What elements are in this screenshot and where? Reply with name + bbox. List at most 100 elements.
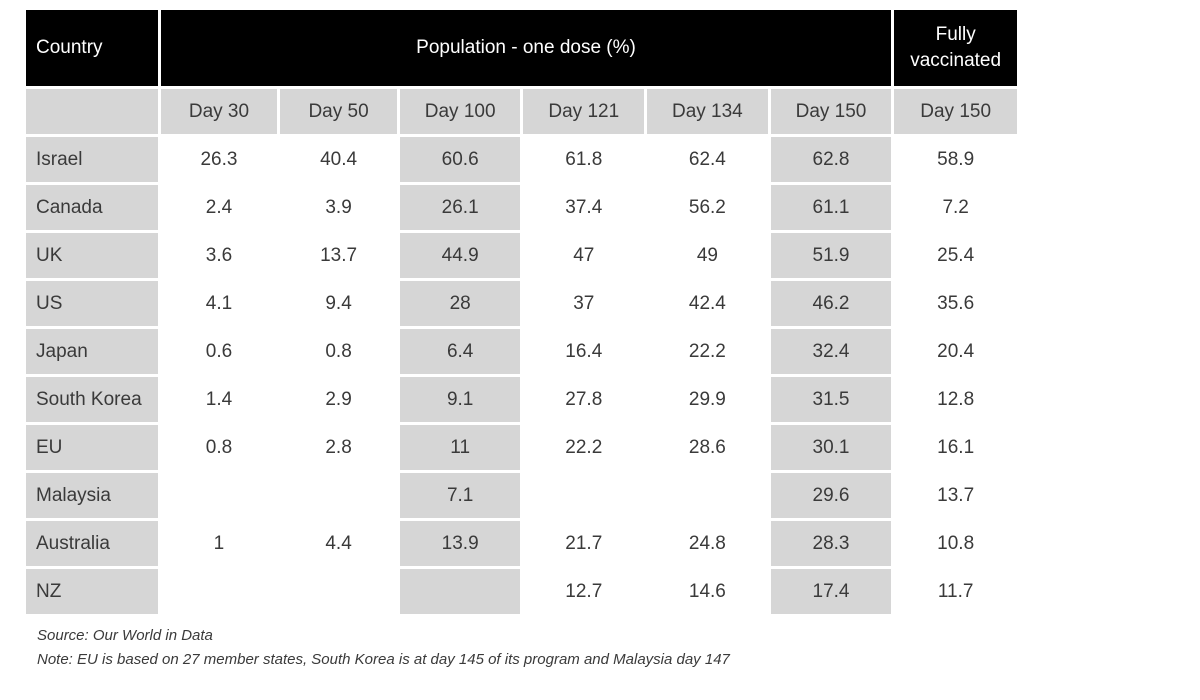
value-cell xyxy=(399,569,521,614)
country-cell: South Korea xyxy=(26,377,158,422)
one-dose-group-header: Population - one dose (%) xyxy=(160,10,892,86)
subheader-day-134: Day 134 xyxy=(647,89,768,134)
value-cell: 22.2 xyxy=(647,329,768,374)
value-cell: 1.4 xyxy=(160,377,278,422)
table-row: South Korea 1.4 2.9 9.1 27.8 29.9 31.5 12.8 xyxy=(26,377,1017,422)
subheader-day-30: Day 30 xyxy=(160,89,278,134)
value-cell: 58.9 xyxy=(894,137,1017,182)
value-cell: 42.4 xyxy=(647,281,768,326)
value-cell xyxy=(523,473,645,518)
value-cell: 2.8 xyxy=(280,425,397,470)
value-cell: 17.4 xyxy=(770,569,892,614)
value-cell: 40.4 xyxy=(280,137,397,182)
subheader-day-150: Day 150 xyxy=(770,89,892,134)
table-row: EU 0.8 2.8 11 22.2 28.6 30.1 16.1 xyxy=(26,425,1017,470)
subheader-day-121: Day 121 xyxy=(523,89,645,134)
table-row: NZ 12.7 14.6 17.4 11.7 xyxy=(26,569,1017,614)
country-cell: Canada xyxy=(26,185,158,230)
value-cell: 37 xyxy=(523,281,645,326)
value-cell: 12.7 xyxy=(523,569,645,614)
value-cell: 27.8 xyxy=(523,377,645,422)
value-cell xyxy=(647,473,768,518)
value-cell: 13.9 xyxy=(399,521,521,566)
value-cell: 2.9 xyxy=(280,377,397,422)
value-cell: 14.6 xyxy=(647,569,768,614)
value-cell: 61.8 xyxy=(523,137,645,182)
value-cell: 26.1 xyxy=(399,185,521,230)
value-cell: 9.1 xyxy=(399,377,521,422)
value-cell: 0.8 xyxy=(280,329,397,374)
value-cell: 11.7 xyxy=(894,569,1017,614)
value-cell: 10.8 xyxy=(894,521,1017,566)
value-cell: 44.9 xyxy=(399,233,521,278)
value-cell: 20.4 xyxy=(894,329,1017,374)
value-cell: 3.9 xyxy=(280,185,397,230)
value-cell: 49 xyxy=(647,233,768,278)
value-cell: 29.6 xyxy=(770,473,892,518)
value-cell: 13.7 xyxy=(894,473,1017,518)
value-cell: 9.4 xyxy=(280,281,397,326)
subheader-fully-day-150: Day 150 xyxy=(894,89,1017,134)
table-row: UK 3.6 13.7 44.9 47 49 51.9 25.4 xyxy=(26,233,1017,278)
footnotes: Source: Our World in Data Note: EU is ba… xyxy=(37,624,730,672)
value-cell xyxy=(280,569,397,614)
value-cell: 0.8 xyxy=(160,425,278,470)
value-cell xyxy=(280,473,397,518)
value-cell: 4.4 xyxy=(280,521,397,566)
value-cell: 35.6 xyxy=(894,281,1017,326)
value-cell: 28 xyxy=(399,281,521,326)
value-cell xyxy=(160,473,278,518)
table-row: US 4.1 9.4 28 37 42.4 46.2 35.6 xyxy=(26,281,1017,326)
value-cell: 46.2 xyxy=(770,281,892,326)
value-cell: 21.7 xyxy=(523,521,645,566)
value-cell: 61.1 xyxy=(770,185,892,230)
value-cell: 7.2 xyxy=(894,185,1017,230)
country-cell: Israel xyxy=(26,137,158,182)
country-column-header: Country xyxy=(26,10,158,86)
country-cell: UK xyxy=(26,233,158,278)
value-cell: 24.8 xyxy=(647,521,768,566)
value-cell: 7.1 xyxy=(399,473,521,518)
value-cell: 30.1 xyxy=(770,425,892,470)
methodology-note: Note: EU is based on 27 member states, S… xyxy=(37,651,730,668)
value-cell: 29.9 xyxy=(647,377,768,422)
value-cell: 0.6 xyxy=(160,329,278,374)
fully-vaccinated-header: Fully vaccinated xyxy=(894,10,1017,86)
subheader-day-50: Day 50 xyxy=(280,89,397,134)
value-cell: 47 xyxy=(523,233,645,278)
vaccination-table: Country Population - one dose (%) Fully … xyxy=(23,7,1020,617)
country-cell: Australia xyxy=(26,521,158,566)
value-cell: 11 xyxy=(399,425,521,470)
value-cell: 62.4 xyxy=(647,137,768,182)
value-cell: 31.5 xyxy=(770,377,892,422)
value-cell: 16.1 xyxy=(894,425,1017,470)
value-cell: 6.4 xyxy=(399,329,521,374)
country-cell: Japan xyxy=(26,329,158,374)
source-note: Source: Our World in Data xyxy=(37,627,213,644)
value-cell: 1 xyxy=(160,521,278,566)
subheader-day-100: Day 100 xyxy=(399,89,521,134)
value-cell: 60.6 xyxy=(399,137,521,182)
value-cell: 2.4 xyxy=(160,185,278,230)
value-cell: 28.3 xyxy=(770,521,892,566)
value-cell: 22.2 xyxy=(523,425,645,470)
value-cell: 12.8 xyxy=(894,377,1017,422)
country-cell: NZ xyxy=(26,569,158,614)
value-cell: 13.7 xyxy=(280,233,397,278)
value-cell: 37.4 xyxy=(523,185,645,230)
table-row: Japan 0.6 0.8 6.4 16.4 22.2 32.4 20.4 xyxy=(26,329,1017,374)
value-cell: 16.4 xyxy=(523,329,645,374)
value-cell: 26.3 xyxy=(160,137,278,182)
country-cell: EU xyxy=(26,425,158,470)
table-row: Israel 26.3 40.4 60.6 61.8 62.4 62.8 58.9 xyxy=(26,137,1017,182)
value-cell xyxy=(160,569,278,614)
value-cell: 62.8 xyxy=(770,137,892,182)
country-cell: US xyxy=(26,281,158,326)
subheader-blank-cell xyxy=(26,89,158,134)
day-subheader-row: Day 30 Day 50 Day 100 Day 121 Day 134 Da… xyxy=(26,89,1017,134)
value-cell: 3.6 xyxy=(160,233,278,278)
value-cell: 56.2 xyxy=(647,185,768,230)
value-cell: 28.6 xyxy=(647,425,768,470)
value-cell: 25.4 xyxy=(894,233,1017,278)
country-cell: Malaysia xyxy=(26,473,158,518)
